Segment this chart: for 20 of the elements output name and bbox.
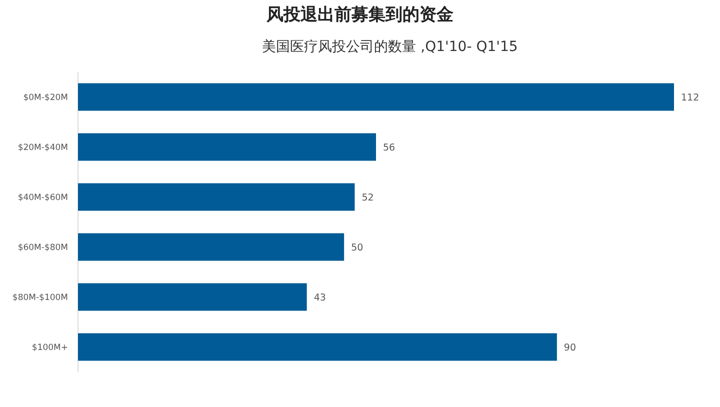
y-tick-label: $80M-$100M xyxy=(12,293,68,303)
bar xyxy=(78,233,344,261)
data-label: 43 xyxy=(314,292,326,304)
bar xyxy=(78,333,557,361)
bar xyxy=(78,133,376,161)
y-tick-label: $40M-$60M xyxy=(18,193,68,203)
data-label: 90 xyxy=(564,342,576,354)
data-label: 50 xyxy=(351,242,364,254)
data-label: 52 xyxy=(362,192,374,204)
data-label: 56 xyxy=(383,142,396,154)
bar xyxy=(78,83,674,111)
chart-title: 风投退出前募集到的资金 xyxy=(266,5,454,25)
y-tick-label: $0M-$20M xyxy=(23,93,68,103)
y-tick-label: $20M-$40M xyxy=(18,143,68,153)
bar xyxy=(78,183,355,211)
y-tick-label: $60M-$80M xyxy=(18,243,68,253)
bar xyxy=(78,283,307,311)
chart-subtitle: 美国医疗风投公司的数量 ,Q1'10- Q1'15 xyxy=(262,39,518,55)
data-label: 112 xyxy=(681,92,700,104)
y-tick-label: $100M+ xyxy=(32,343,68,353)
